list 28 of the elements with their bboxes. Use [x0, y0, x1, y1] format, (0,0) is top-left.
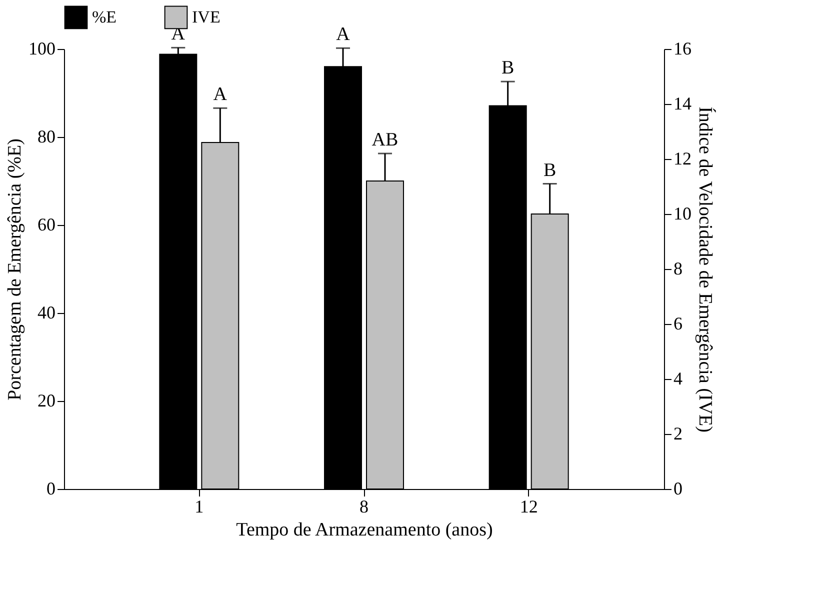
data-label: A	[336, 24, 350, 46]
y2-tick-label: 10	[674, 204, 692, 224]
y2-axis-title: Índice de Velocidade de Emergência (IVE)	[694, 106, 716, 432]
y-axis-title: Porcentagem de Emergência (%E)	[4, 138, 26, 400]
y2-tick-label: 4	[674, 368, 682, 388]
data-label: B	[501, 58, 514, 79]
legend-label: IVE	[192, 7, 220, 26]
y-tick-label: 60	[38, 214, 56, 234]
x-tick-label: 1	[194, 496, 204, 516]
y2-tick-label: 2	[674, 424, 682, 444]
y-tick-label: 20	[38, 390, 56, 410]
y2-tick-label: 8	[674, 258, 682, 278]
y2-tick-label: 0	[674, 478, 682, 498]
y2-tick-label: 12	[674, 148, 692, 168]
y-tick-label: 100	[28, 38, 56, 58]
legend-label: %E	[92, 7, 117, 26]
data-label: AB	[372, 130, 398, 150]
x-axis-title: Tempo de Armazenamento (anos)	[236, 520, 493, 540]
x-tick-label: 8	[360, 496, 368, 516]
y2-tick-label: 14	[674, 94, 692, 114]
x-tick-label: 12	[520, 496, 538, 516]
y-tick-label: 0	[46, 478, 56, 498]
y2-tick-label: 16	[674, 38, 692, 58]
data-label: A	[213, 84, 228, 106]
y-tick-label: 80	[38, 126, 56, 146]
y-tick-label: 40	[38, 302, 56, 322]
data-label: B	[543, 160, 556, 181]
y2-tick-label: 6	[674, 314, 682, 334]
